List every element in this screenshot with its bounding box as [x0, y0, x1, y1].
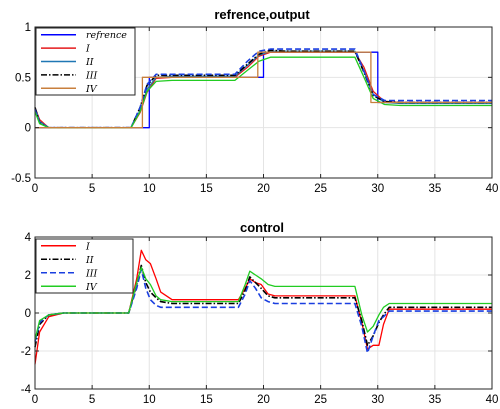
series-line-5	[34, 48, 492, 129]
x-tick-label: 20	[257, 183, 270, 195]
x-tick-label: 10	[143, 394, 156, 406]
legend-label: II	[85, 255, 94, 266]
legend-label: III	[85, 268, 98, 279]
legend-label: II	[85, 57, 94, 68]
x-tick-label: 0	[32, 183, 38, 195]
chart-title-1: refrence,output	[214, 7, 310, 22]
x-tick-label: 5	[89, 183, 95, 195]
legend-label: refrence	[86, 30, 127, 41]
legend-label: IV	[85, 84, 98, 95]
y-tick-label: -4	[21, 384, 32, 396]
x-tick-label: 15	[200, 183, 213, 195]
legend-label: IV	[85, 282, 98, 293]
series-line-1	[35, 51, 492, 129]
series-line-7	[35, 51, 492, 129]
chart-title-2: control	[240, 220, 284, 235]
series-line-4	[34, 266, 492, 340]
x-tick-label: 25	[314, 394, 327, 406]
legend-box	[35, 238, 134, 294]
y-tick-label: 1	[25, 22, 31, 34]
plot-reference-output: 0 5 10 15 20 25 30 35 40-0.500.51refrenceIIIIIII…	[11, 22, 498, 195]
x-tick-label: 35	[428, 394, 441, 406]
y-tick-label: 0.5	[15, 72, 31, 84]
x-tick-label: 20	[257, 394, 270, 406]
x-tick-label: 25	[314, 183, 327, 195]
x-tick-label: 15	[200, 394, 213, 406]
x-tick-label: 5	[89, 394, 95, 406]
x-tick-label: 40	[486, 394, 499, 406]
x-tick-label: 30	[371, 394, 384, 406]
y-tick-label: -2	[21, 346, 31, 358]
series-line-2	[34, 264, 492, 348]
x-tick-label: 0	[32, 394, 38, 406]
y-tick-label: 4	[25, 232, 32, 244]
y-tick-label: -0.5	[11, 173, 31, 185]
x-tick-label: 40	[486, 183, 499, 195]
x-tick-label: 35	[428, 183, 441, 195]
legend-label: I	[85, 241, 90, 252]
x-tick-label: 30	[371, 183, 384, 195]
y-tick-label: 0	[25, 308, 31, 320]
legend-label: III	[85, 70, 98, 81]
legend-label: I	[85, 44, 90, 55]
x-tick-label: 10	[143, 183, 156, 195]
y-tick-label: 2	[25, 270, 31, 282]
y-tick-label: 0	[25, 123, 31, 135]
